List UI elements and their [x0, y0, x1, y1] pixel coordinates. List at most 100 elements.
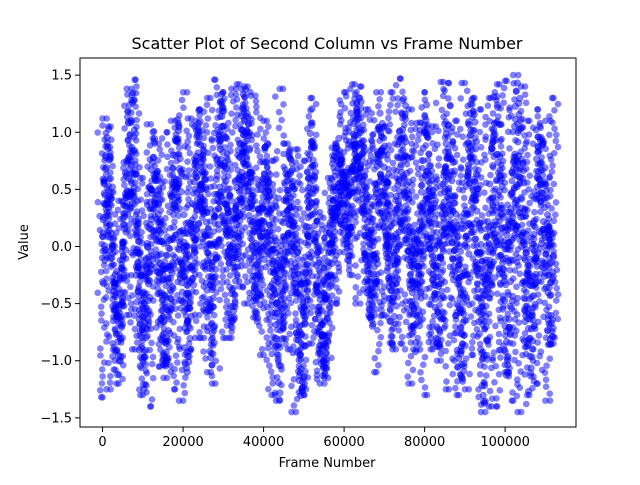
data-point	[98, 380, 106, 387]
data-point	[352, 262, 359, 269]
data-point	[304, 175, 312, 182]
data-point	[106, 379, 114, 387]
data-point	[249, 302, 256, 310]
data-point	[441, 240, 449, 248]
data-point	[476, 106, 484, 113]
data-point	[492, 177, 500, 185]
data-point	[170, 251, 177, 259]
data-point	[372, 305, 380, 313]
data-point	[269, 227, 276, 235]
data-point	[531, 256, 539, 264]
data-point	[176, 325, 184, 333]
data-point	[506, 364, 513, 372]
data-point	[346, 166, 354, 174]
data-point	[462, 110, 470, 117]
data-point	[304, 149, 311, 157]
data-point	[170, 386, 178, 393]
data-point	[482, 408, 489, 416]
data-point	[134, 245, 142, 252]
data-point	[181, 351, 189, 358]
data-point	[307, 94, 314, 102]
data-point	[513, 392, 521, 400]
data-point	[468, 351, 475, 359]
data-point	[138, 239, 146, 247]
data-point	[326, 259, 333, 267]
data-point	[372, 186, 379, 194]
data-point	[290, 251, 298, 258]
data-point	[445, 95, 452, 102]
data-point	[477, 144, 485, 151]
data-point	[408, 289, 416, 297]
data-point	[280, 279, 288, 286]
data-point	[402, 298, 410, 305]
data-point	[312, 100, 320, 108]
data-point	[403, 304, 411, 312]
data-point	[524, 151, 531, 159]
data-point	[312, 235, 319, 243]
data-point	[505, 373, 513, 380]
data-point	[228, 328, 235, 336]
data-point	[435, 162, 442, 169]
data-point	[175, 196, 183, 204]
data-point	[392, 302, 400, 310]
data-point	[267, 245, 275, 252]
data-point	[514, 294, 521, 302]
data-point	[120, 176, 127, 183]
data-point	[416, 340, 423, 348]
data-point	[209, 144, 217, 152]
data-point	[207, 205, 214, 213]
data-point	[521, 295, 529, 303]
data-point	[111, 220, 119, 227]
data-point	[417, 149, 424, 157]
data-point	[128, 346, 136, 353]
data-point	[497, 252, 504, 259]
data-point	[504, 310, 512, 318]
data-point	[184, 201, 192, 209]
data-point	[435, 127, 442, 135]
data-point	[301, 262, 309, 270]
data-point	[120, 362, 127, 369]
data-point	[323, 349, 331, 357]
data-point	[429, 318, 436, 325]
data-point	[424, 212, 432, 219]
data-point	[119, 375, 126, 383]
data-point	[442, 118, 449, 125]
data-point	[372, 179, 379, 187]
data-point	[281, 253, 289, 261]
data-point	[491, 89, 499, 96]
data-point	[231, 268, 238, 275]
data-point	[122, 255, 130, 262]
data-point	[524, 268, 531, 275]
data-point	[386, 339, 394, 347]
data-point	[123, 113, 131, 121]
data-point	[395, 201, 403, 208]
data-point	[101, 157, 108, 164]
data-point	[304, 374, 312, 381]
data-point	[268, 298, 276, 305]
data-point	[309, 162, 316, 169]
data-point	[147, 325, 155, 333]
data-point	[186, 299, 193, 307]
data-point	[255, 181, 263, 189]
data-point	[290, 343, 297, 350]
data-point	[387, 146, 395, 154]
data-point	[210, 182, 218, 190]
data-point	[331, 140, 339, 147]
data-point	[202, 122, 210, 129]
data-point	[392, 108, 399, 115]
data-point	[286, 212, 294, 219]
data-point	[489, 225, 497, 233]
data-point	[312, 131, 320, 139]
data-point	[323, 314, 331, 322]
data-point	[480, 318, 488, 325]
data-point	[524, 117, 532, 125]
data-point	[139, 326, 146, 334]
data-point	[196, 129, 203, 136]
data-point	[358, 137, 366, 145]
data-point	[119, 352, 127, 360]
data-point	[510, 185, 518, 193]
data-point	[234, 273, 241, 280]
data-point	[497, 143, 505, 150]
data-point	[196, 311, 203, 319]
data-point	[501, 361, 509, 369]
